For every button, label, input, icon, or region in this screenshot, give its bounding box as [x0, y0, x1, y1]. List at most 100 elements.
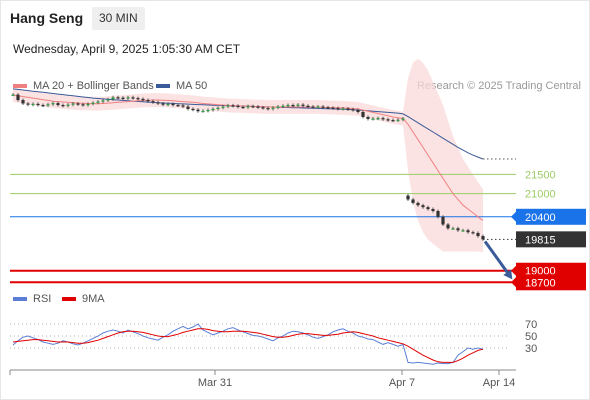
candle-body: [291, 105, 295, 107]
candle: [51, 101, 55, 106]
candle: [396, 118, 400, 122]
candle-body: [151, 101, 155, 103]
candle-body: [406, 195, 410, 200]
candle-body: [196, 109, 200, 112]
candle: [86, 102, 90, 107]
candle: [426, 205, 430, 211]
candle: [171, 102, 175, 107]
candle-body: [231, 105, 235, 107]
bollinger-band: [13, 58, 483, 253]
candle-body: [411, 199, 415, 203]
candle: [231, 103, 235, 108]
candle: [456, 226, 460, 232]
legend-ma20-label: MA 20 + Bollinger Bands: [33, 80, 154, 92]
ma20-swatch: [13, 84, 27, 88]
legend-ma50: MA 50: [156, 80, 207, 92]
candle: [71, 101, 75, 107]
candle-body: [476, 232, 480, 237]
candle: [466, 228, 470, 234]
candle: [361, 110, 365, 119]
candle-body: [426, 207, 430, 210]
candle: [91, 101, 95, 106]
candle-body: [416, 202, 420, 206]
candle: [21, 98, 25, 106]
candle: [421, 203, 425, 209]
candle: [251, 104, 255, 109]
candle: [386, 117, 390, 122]
forecast-arrow-shaft: [483, 240, 512, 278]
candle-body: [216, 107, 220, 109]
candle: [61, 103, 65, 108]
candle: [281, 104, 285, 109]
candle-body: [126, 97, 130, 99]
candle-body: [241, 106, 245, 109]
candle-body: [86, 103, 90, 106]
candle: [346, 106, 350, 111]
candle-body: [336, 108, 340, 110]
candle: [166, 102, 170, 107]
candle-body: [396, 119, 400, 121]
last-price-tag: [516, 231, 586, 248]
candle: [36, 102, 40, 107]
candle-body: [116, 97, 120, 99]
candle-body: [71, 103, 75, 105]
candle: [26, 101, 30, 107]
candle: [286, 103, 290, 108]
candle-body: [191, 108, 195, 111]
x-tick-label-0: Mar 31: [198, 377, 232, 389]
candle: [471, 230, 475, 235]
candle-body: [456, 228, 460, 231]
candle: [461, 228, 465, 232]
candle: [161, 101, 165, 107]
legend-ma20: MA 20 + Bollinger Bands: [13, 80, 154, 92]
credit-text: Research © 2025 Trading Central: [416, 80, 581, 92]
candle-body: [51, 103, 55, 105]
last-price-label: 19815: [525, 234, 556, 246]
candle-body: [371, 118, 375, 120]
candle-body: [146, 100, 150, 102]
candle: [246, 104, 250, 109]
interval-selector[interactable]: 30 MIN: [92, 7, 145, 30]
candle: [146, 98, 150, 103]
level-tag-20400: [516, 208, 586, 225]
candle: [46, 102, 50, 107]
candle: [401, 116, 405, 122]
level-tag-18700: [516, 274, 586, 291]
candle: [66, 103, 70, 108]
candle: [211, 107, 215, 112]
candle-body: [111, 97, 115, 100]
candle-body: [201, 110, 205, 113]
candle-body: [11, 94, 15, 96]
candle: [406, 194, 410, 201]
candle: [436, 209, 440, 219]
candle: [96, 100, 100, 105]
candle-body: [351, 109, 355, 111]
candle-body: [161, 103, 165, 105]
candle-body: [46, 104, 50, 106]
candle-body: [106, 99, 110, 101]
candle: [206, 108, 210, 113]
candle-body: [251, 106, 255, 108]
candle: [221, 105, 225, 110]
candle: [351, 107, 355, 112]
candle-body: [471, 232, 475, 234]
candle: [291, 103, 295, 107]
candle: [151, 99, 155, 104]
candle: [431, 207, 435, 213]
candle: [416, 201, 420, 207]
candle: [411, 197, 415, 205]
candle: [266, 106, 270, 111]
candle-body: [321, 106, 325, 108]
candle: [121, 96, 125, 101]
candle: [441, 215, 445, 227]
candle-body: [356, 110, 360, 112]
candle: [261, 105, 265, 110]
candle-body: [16, 94, 20, 101]
candle-body: [466, 230, 470, 233]
candle: [186, 105, 190, 111]
instrument-title: Hang Seng: [10, 10, 84, 26]
candle: [316, 105, 320, 109]
candle: [336, 106, 340, 111]
level-label-20400: 20400: [525, 212, 556, 224]
